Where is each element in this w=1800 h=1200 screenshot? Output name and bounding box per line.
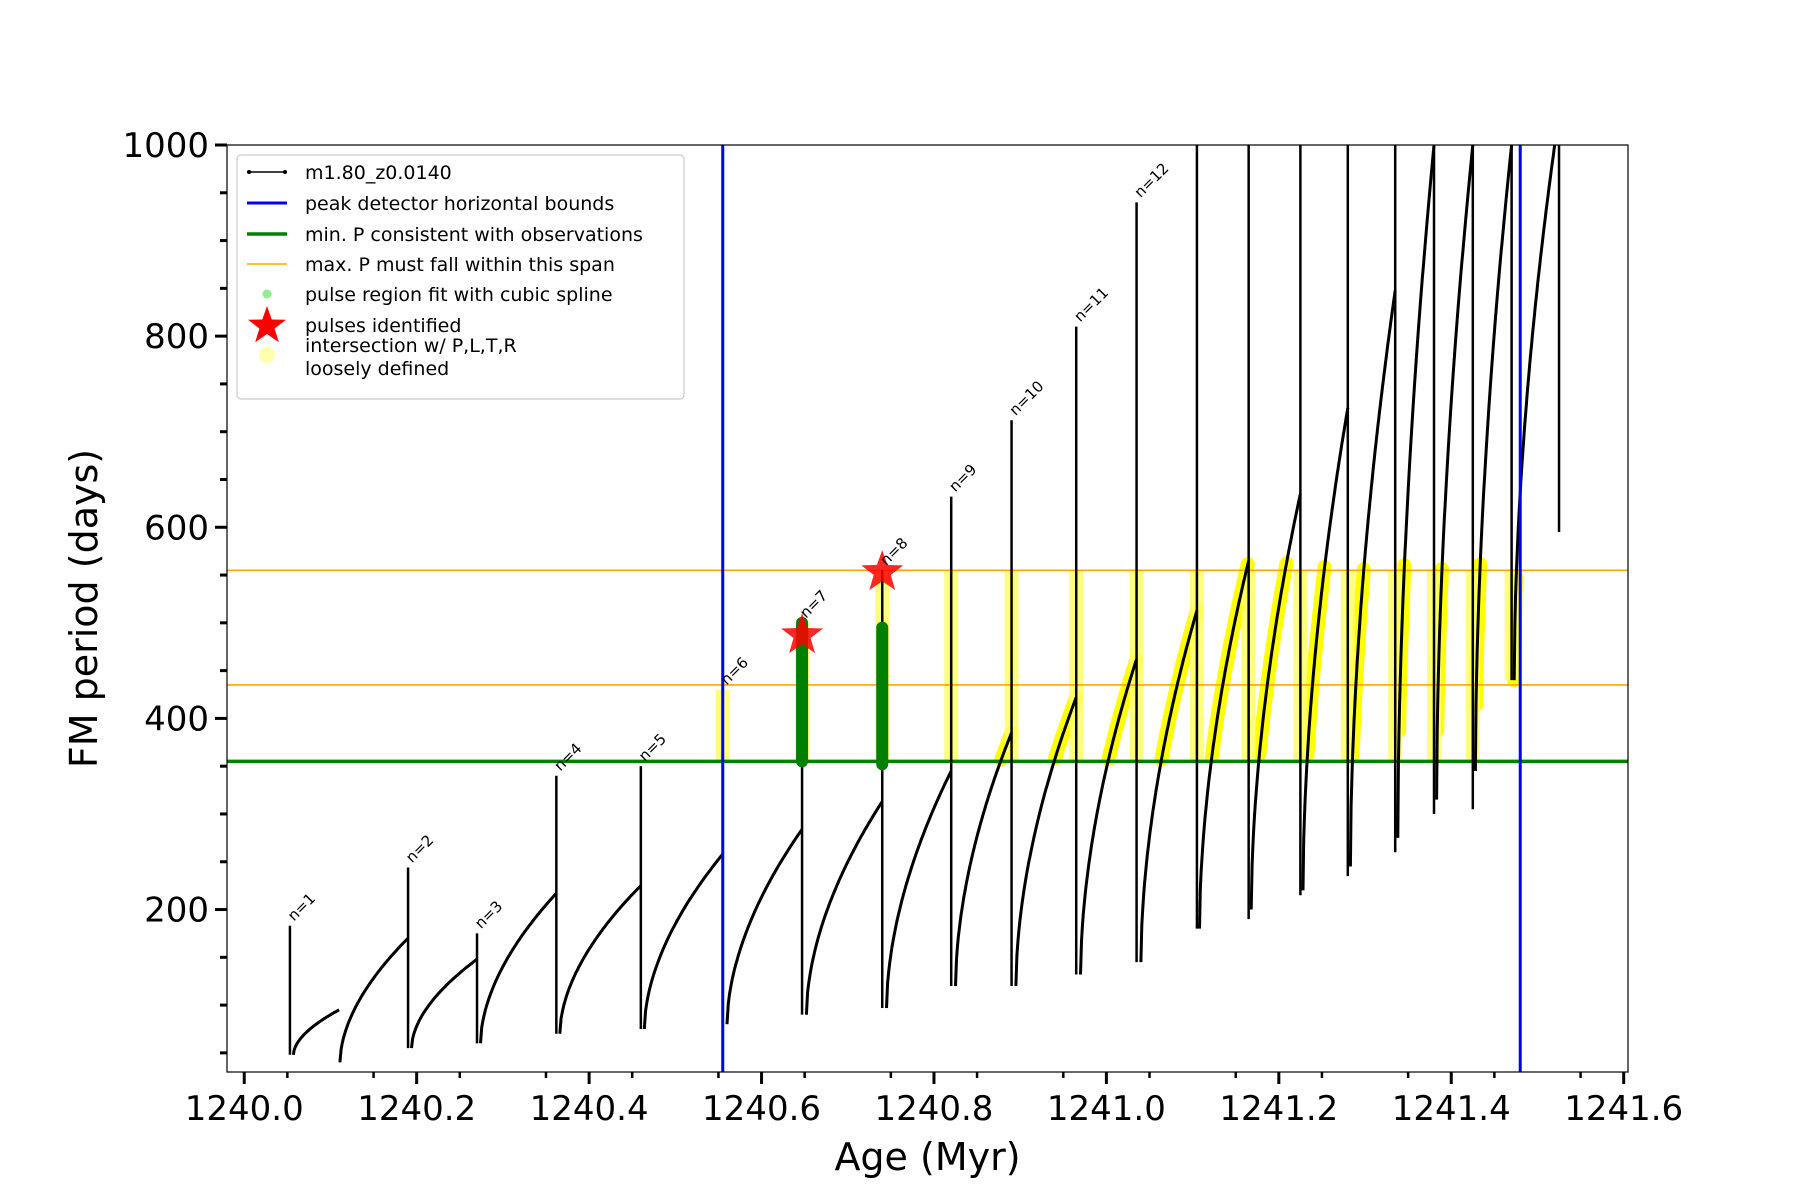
curve-arch-1 bbox=[291, 1008, 340, 1056]
legend-handle-dot-b bbox=[283, 170, 287, 174]
legend-box bbox=[236, 154, 685, 400]
curve-arch-4 bbox=[479, 892, 558, 1044]
curve-arch-5 bbox=[558, 884, 642, 1034]
legend-handle-dot-a bbox=[247, 170, 251, 174]
spline-fit-regions bbox=[796, 616, 889, 771]
legend-handle-7 bbox=[259, 347, 275, 363]
y-tick-label-4: 800 bbox=[144, 317, 209, 357]
peak-detector-bounds bbox=[721, 145, 1522, 1072]
axis-ticks: 1240.0 1240.2 1240.4 1240.6 1240.8 1241.0 1241… bbox=[122, 126, 1683, 1129]
x-tick-label-6: 1241.0 bbox=[1047, 1089, 1166, 1129]
legend-label-6: pulses identified bbox=[305, 315, 461, 337]
x-tick-label-8: 1241.4 bbox=[1392, 1089, 1511, 1129]
x-tick-label-1: 1240.0 bbox=[185, 1089, 304, 1129]
legend-handle-6 bbox=[248, 306, 286, 343]
pulse-label-4: n=4 bbox=[550, 739, 585, 774]
curve-arch-17 bbox=[1348, 290, 1397, 867]
x-tick-label-5: 1240.8 bbox=[874, 1089, 993, 1129]
horizontal-bound-lines bbox=[227, 569, 1628, 764]
pulse-label-2: n=2 bbox=[402, 831, 437, 866]
legend-label-2: peak detector horizontal bounds bbox=[305, 193, 614, 215]
legend-label-1: m1.80_z0.0140 bbox=[305, 162, 452, 184]
x-tick-label-2: 1240.2 bbox=[357, 1089, 476, 1129]
pulse-label-11: n=11 bbox=[1070, 284, 1112, 326]
x-tick-label-9: 1241.6 bbox=[1564, 1089, 1683, 1129]
pulse-star-1 bbox=[781, 613, 823, 654]
curve-arch-11 bbox=[1014, 696, 1078, 987]
period-curve bbox=[288, 144, 1561, 1063]
legend-handle-5 bbox=[262, 289, 272, 299]
curve-arch-10 bbox=[954, 732, 1013, 987]
pulse-star-2 bbox=[861, 550, 904, 590]
legend-label-7: intersection w/ P,L,T,R bbox=[305, 335, 517, 357]
x-tick-label-4: 1240.6 bbox=[702, 1089, 821, 1129]
legend-label-7-line2: loosely defined bbox=[305, 358, 449, 380]
curve-arch-13 bbox=[1139, 609, 1199, 963]
curve-arch-12 bbox=[1079, 658, 1139, 975]
pulse-label-10: n=10 bbox=[1006, 377, 1048, 419]
curve-arch-8 bbox=[804, 800, 884, 1015]
pulse-label-12: n=12 bbox=[1131, 159, 1173, 201]
x-tick-label-3: 1240.4 bbox=[530, 1089, 649, 1129]
curve-arch-19 bbox=[1435, 144, 1475, 800]
curve-arch-18 bbox=[1396, 144, 1436, 838]
y-axis-title: FM period (days) bbox=[62, 449, 106, 768]
curve-arch-20 bbox=[1473, 144, 1514, 772]
intersection-highlights bbox=[715, 556, 1524, 767]
x-tick-label-7: 1241.2 bbox=[1219, 1089, 1338, 1129]
pulse-label-9: n=9 bbox=[945, 460, 980, 495]
legend-label-5: pulse region fit with cubic spline bbox=[305, 284, 613, 306]
legend-label-3: min. P consistent with observations bbox=[305, 224, 643, 246]
identified-pulse-markers bbox=[781, 550, 904, 654]
curve-arch-15 bbox=[1249, 493, 1302, 910]
plot-frame bbox=[226, 144, 1629, 1073]
curve-arch-16 bbox=[1301, 407, 1350, 891]
x-axis-title: Age (Myr) bbox=[834, 1135, 1020, 1179]
curve-arch-6 bbox=[642, 853, 724, 1030]
y-tick-label-1: 200 bbox=[144, 891, 209, 931]
pulse-label-3: n=3 bbox=[471, 897, 506, 932]
curve-arch-14 bbox=[1198, 560, 1251, 929]
curve-arch-9 bbox=[885, 770, 953, 1009]
legend-label-4: max. P must fall within this span bbox=[305, 254, 615, 276]
curve-arch-3 bbox=[410, 957, 478, 1049]
y-tick-label-5: 1000 bbox=[122, 126, 209, 166]
curve-arch-2 bbox=[338, 937, 410, 1063]
pulse-label-1: n=1 bbox=[284, 890, 319, 925]
curve-arch-7 bbox=[725, 828, 804, 1025]
y-tick-label-3: 600 bbox=[144, 508, 209, 548]
y-tick-label-2: 400 bbox=[144, 699, 209, 739]
